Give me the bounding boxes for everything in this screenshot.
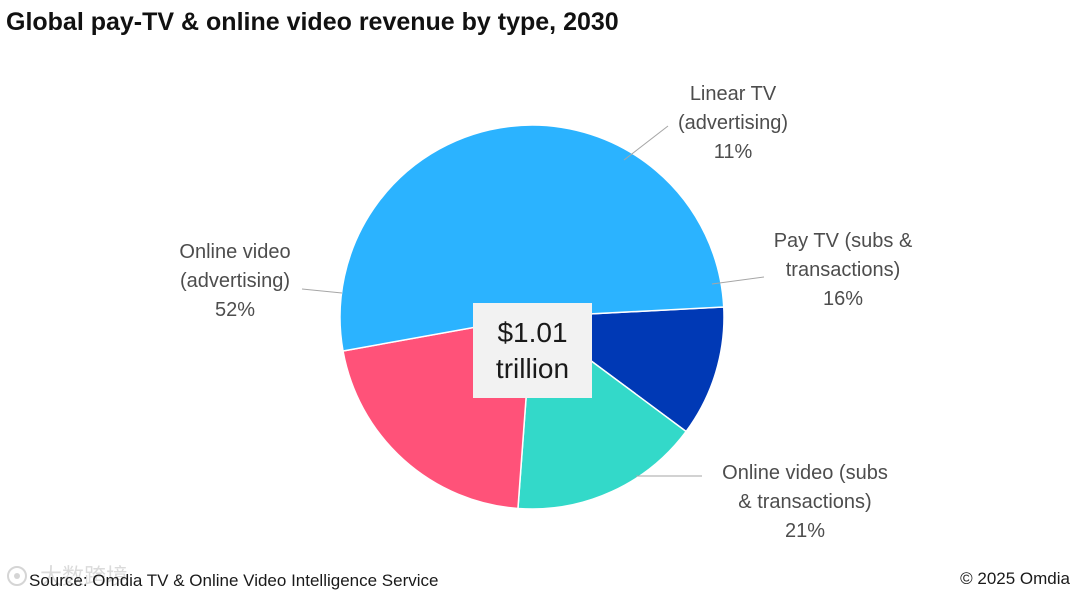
slice-label-line: (advertising): [180, 270, 290, 292]
leader-line: [301, 288, 343, 294]
slice-label: Online video (advertising) 52%: [179, 241, 290, 321]
pie-slice-online-video-advertising: [339, 124, 725, 352]
slice-label-line: transactions): [786, 259, 901, 281]
source-note: Source: Omdia TV & Online Video Intellig…: [29, 571, 439, 590]
total-unit: trillion: [495, 352, 570, 384]
slice-label-line: (advertising): [678, 112, 788, 134]
slice-label-line: Linear TV: [690, 83, 777, 105]
copyright-note: © 2025 Omdia: [960, 569, 1070, 588]
slice-label-line: Online video: [179, 241, 290, 263]
watermark-logo: [7, 566, 27, 586]
watermark: 大数跨境: [7, 565, 128, 590]
chart-title: Global pay-TV & online video revenue by …: [6, 8, 619, 36]
total-label-box: $1.01 trillion: [473, 303, 592, 398]
slice-label-line: Pay TV (subs &: [774, 230, 913, 252]
total-amount: $1.01: [497, 316, 568, 348]
slice-label: Online video (subs & transactions) 21%: [722, 462, 888, 542]
watermark-text: 大数跨境: [40, 565, 128, 590]
slice-label: Linear TV (advertising) 11%: [678, 83, 788, 163]
slice-percent: 21%: [785, 520, 825, 542]
slice-label: Pay TV (subs & transactions) 16%: [774, 230, 913, 310]
slice-percent: 11%: [714, 141, 753, 163]
leader-line: [711, 276, 765, 285]
slice-percent: 16%: [823, 288, 863, 310]
slice-percent: 52%: [215, 299, 255, 321]
leader-line: [623, 125, 669, 161]
slice-label-line: Online video (subs: [722, 462, 888, 484]
slice-label-line: & transactions): [738, 491, 871, 513]
